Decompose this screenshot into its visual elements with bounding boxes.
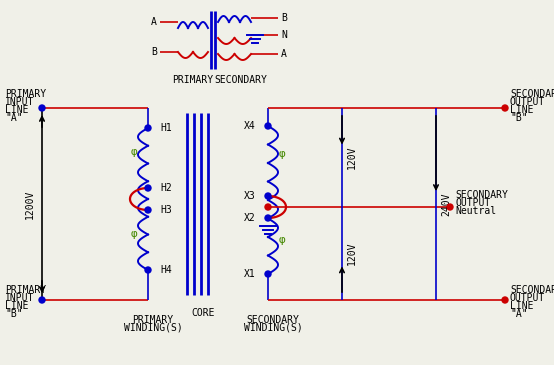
Text: WINDING(S): WINDING(S) <box>124 323 182 333</box>
Text: SECONDARY: SECONDARY <box>214 75 268 85</box>
Circle shape <box>265 215 271 221</box>
Text: φ: φ <box>131 229 137 239</box>
Text: X4: X4 <box>244 121 256 131</box>
Circle shape <box>145 207 151 213</box>
Text: OUTPUT: OUTPUT <box>510 97 545 107</box>
Text: B: B <box>151 47 157 57</box>
Circle shape <box>145 267 151 273</box>
Circle shape <box>265 271 271 277</box>
Text: Neutral: Neutral <box>455 206 496 216</box>
Text: OUTPUT: OUTPUT <box>510 293 545 303</box>
Text: LINE: LINE <box>5 105 28 115</box>
Text: SECONDARY: SECONDARY <box>247 315 300 325</box>
Text: X2: X2 <box>244 213 256 223</box>
Text: H3: H3 <box>160 205 172 215</box>
Text: φ: φ <box>279 149 285 159</box>
Text: 120V: 120V <box>347 242 357 265</box>
Text: B: B <box>281 13 287 23</box>
Circle shape <box>502 105 508 111</box>
Text: 1200V: 1200V <box>25 189 35 219</box>
Text: "B": "B" <box>5 309 23 319</box>
Text: X3: X3 <box>244 191 256 201</box>
Text: φ: φ <box>279 235 285 245</box>
Text: LINE: LINE <box>5 301 28 311</box>
Text: PRIMARY: PRIMARY <box>5 89 46 99</box>
Circle shape <box>265 204 271 210</box>
Text: INPUT: INPUT <box>5 293 34 303</box>
Circle shape <box>39 297 45 303</box>
Text: "A": "A" <box>510 309 527 319</box>
Circle shape <box>145 185 151 191</box>
Text: LINE: LINE <box>510 301 534 311</box>
Text: "A": "A" <box>5 113 23 123</box>
Text: A: A <box>281 49 287 59</box>
Text: PRIMARY: PRIMARY <box>5 285 46 295</box>
Text: CORE: CORE <box>191 308 215 318</box>
Text: 120V: 120V <box>347 146 357 169</box>
Text: φ: φ <box>131 147 137 157</box>
Circle shape <box>265 193 271 199</box>
Circle shape <box>502 297 508 303</box>
Text: PRIMARY: PRIMARY <box>172 75 213 85</box>
Text: H2: H2 <box>160 183 172 193</box>
Text: WINDING(S): WINDING(S) <box>244 323 302 333</box>
Circle shape <box>447 204 453 210</box>
Text: H1: H1 <box>160 123 172 133</box>
Text: "B": "B" <box>510 113 527 123</box>
Text: INPUT: INPUT <box>5 97 34 107</box>
Text: SECONDARY: SECONDARY <box>510 285 554 295</box>
Text: H4: H4 <box>160 265 172 275</box>
Text: X1: X1 <box>244 269 256 279</box>
Text: SECONDARY: SECONDARY <box>455 190 508 200</box>
Text: A: A <box>151 17 157 27</box>
Circle shape <box>145 125 151 131</box>
Circle shape <box>265 123 271 129</box>
Circle shape <box>39 105 45 111</box>
Text: LINE: LINE <box>510 105 534 115</box>
Text: PRIMARY: PRIMARY <box>132 315 173 325</box>
Text: 240V: 240V <box>441 192 451 216</box>
Text: OUTPUT: OUTPUT <box>455 198 490 208</box>
Text: N: N <box>281 30 287 40</box>
Text: SECONDARY: SECONDARY <box>510 89 554 99</box>
